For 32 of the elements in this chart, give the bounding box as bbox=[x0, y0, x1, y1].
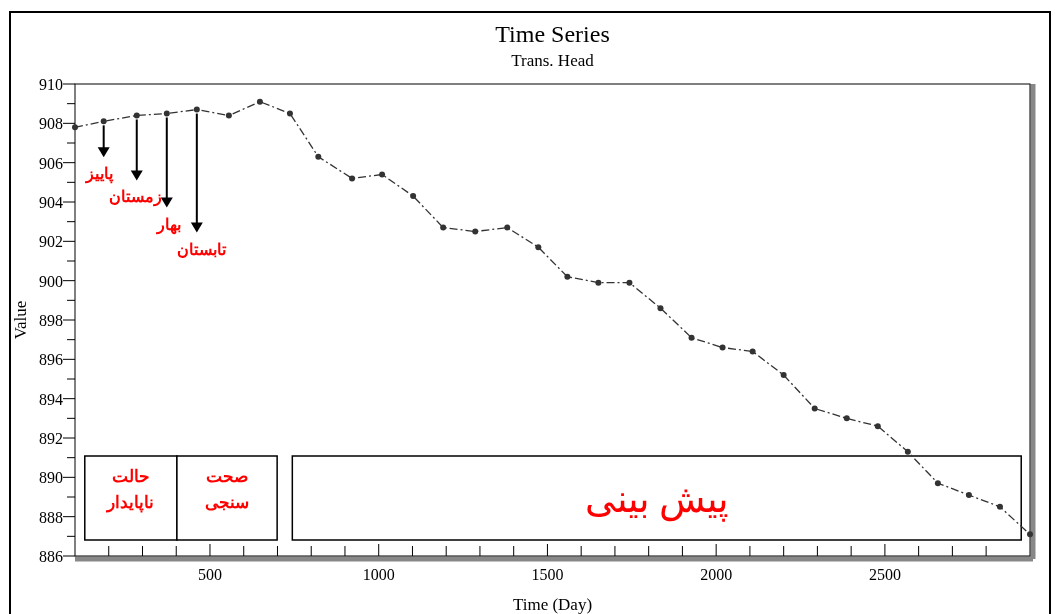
chart-title: Time Series bbox=[495, 21, 610, 47]
band-label: حالت ناپایدار bbox=[105, 467, 155, 513]
x-axis-title: Time (Day) bbox=[512, 595, 593, 614]
band: پیش بینی bbox=[291, 455, 1022, 541]
y-tick-label: 892 bbox=[39, 430, 63, 447]
band-label: صحت سنجی bbox=[205, 467, 250, 512]
y-tick-label: 902 bbox=[39, 233, 63, 251]
y-tick-label: 906 bbox=[39, 154, 63, 172]
y-tick-label: 908 bbox=[39, 115, 63, 133]
x-tick-label: 1000 bbox=[362, 566, 395, 583]
x-tick-label: 1500 bbox=[531, 566, 564, 583]
y-tick-label: 900 bbox=[39, 272, 63, 290]
x-tick-label: 500 bbox=[197, 566, 222, 583]
y-tick-label: 896 bbox=[39, 351, 63, 369]
y-tick-label: 898 bbox=[39, 312, 63, 329]
band: حالت ناپایدار bbox=[84, 455, 178, 541]
annotation: تابستان bbox=[177, 240, 228, 258]
y-tick-label: 910 bbox=[39, 76, 63, 93]
y-tick-label: 894 bbox=[39, 390, 63, 408]
y-tick-label: 888 bbox=[39, 508, 63, 526]
band-label: پیش بینی bbox=[584, 478, 730, 522]
annotation: بهار bbox=[155, 215, 181, 235]
y-tick-label: 904 bbox=[39, 194, 63, 211]
y-tick-label: 890 bbox=[39, 469, 63, 487]
x-tick-label: 2000 bbox=[700, 566, 733, 583]
y-tick-label: 886 bbox=[39, 548, 63, 565]
annotation: زمستان bbox=[109, 188, 163, 208]
band: صحت سنجی bbox=[176, 455, 278, 541]
annotation: پاییز bbox=[85, 165, 115, 185]
x-tick-label: 2500 bbox=[868, 566, 901, 583]
y-axis-title: Value bbox=[11, 300, 30, 340]
chart-subtitle: Trans. Head bbox=[511, 51, 595, 70]
